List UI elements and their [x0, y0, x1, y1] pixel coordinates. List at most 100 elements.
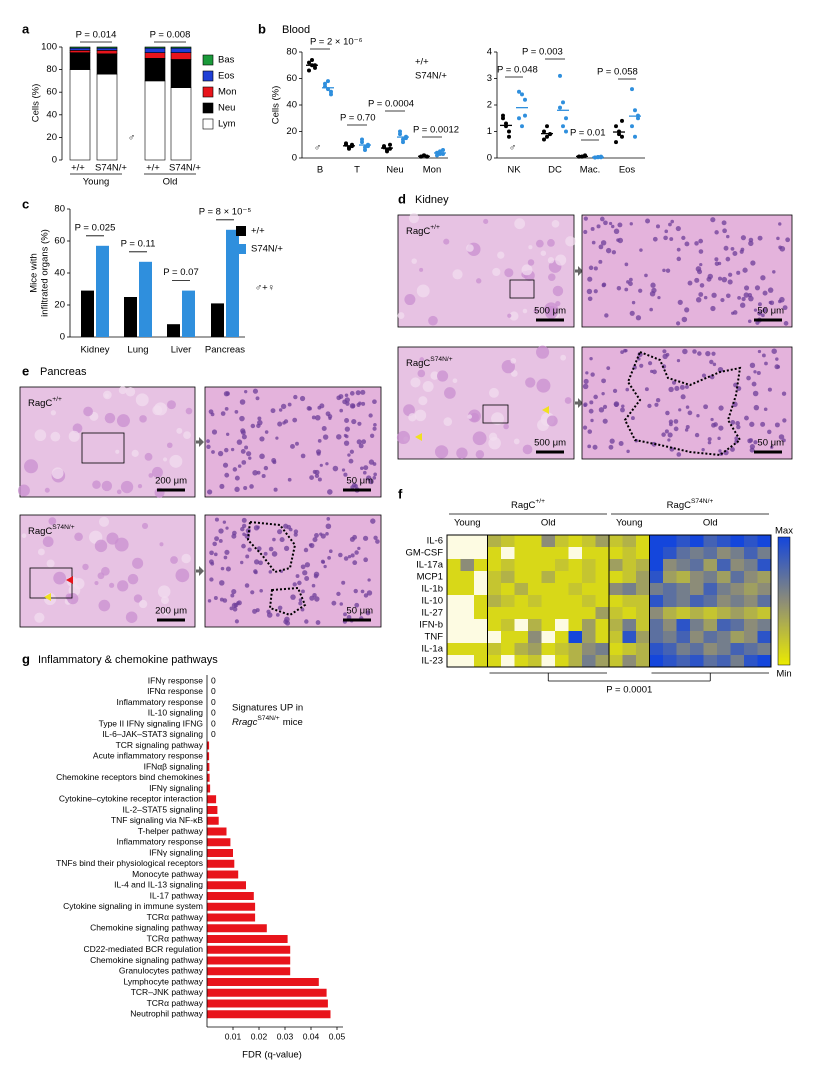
bar-segment	[170, 52, 192, 60]
tissue-spot	[163, 610, 169, 616]
nucleus	[323, 564, 327, 569]
heatmap-cell	[555, 535, 569, 548]
label-superscript: S74N/+	[691, 498, 713, 505]
heatmap-cell	[717, 619, 731, 632]
dot	[523, 113, 527, 118]
sex-symbol: ♂	[509, 143, 516, 154]
nucleus	[362, 535, 369, 541]
heatmap-cell	[744, 631, 758, 644]
scale-bar-label: 50 μm	[757, 306, 784, 317]
nucleus	[259, 589, 263, 593]
nucleus	[241, 543, 246, 549]
group-label: Old	[163, 177, 178, 188]
heatmap-cell	[474, 535, 488, 548]
tissue-spot	[185, 407, 193, 415]
nucleus	[620, 350, 624, 355]
dot	[363, 148, 367, 153]
heatmap-cell	[582, 655, 596, 668]
dot	[564, 116, 568, 121]
y-tick-label: 20	[46, 132, 57, 143]
nucleus	[327, 414, 333, 419]
nucleus	[222, 520, 227, 524]
tissue-spot	[72, 423, 83, 434]
heatmap-cell	[703, 619, 718, 632]
x-tick-label: Pancreas	[205, 345, 245, 356]
tissue-spot	[544, 302, 559, 317]
arrowhead	[542, 406, 549, 414]
nucleus	[760, 275, 766, 281]
heatmap-cell	[541, 655, 556, 668]
nucleus	[312, 592, 317, 598]
heatmap-cell	[568, 535, 583, 548]
dot	[398, 129, 402, 134]
heatmap-cell	[447, 535, 461, 548]
bar	[207, 956, 291, 965]
nucleus	[270, 408, 276, 414]
dot	[542, 129, 546, 134]
tissue-spot	[527, 259, 535, 266]
heatmap-cell	[528, 535, 542, 548]
heatmap-cell	[595, 595, 610, 608]
heatmap-cell	[744, 607, 758, 620]
nucleus	[639, 363, 644, 368]
nucleus	[771, 348, 777, 354]
heatmap-cell	[730, 607, 745, 620]
nucleus	[736, 424, 741, 430]
nucleus	[730, 420, 736, 425]
nucleus	[338, 394, 344, 399]
heatmap-cell	[703, 535, 718, 548]
nucleus	[372, 399, 377, 405]
heatmap-cell	[663, 631, 677, 644]
nucleus	[698, 249, 704, 254]
bar-segment	[144, 46, 166, 49]
label-base: RagC	[406, 226, 430, 237]
dot	[558, 73, 562, 78]
histology-image	[581, 346, 793, 460]
heatmap-cell	[717, 583, 731, 596]
bar	[207, 988, 327, 997]
tissue-spot	[104, 393, 109, 399]
genotype-label: RagC+/+	[406, 224, 440, 237]
nucleus	[692, 349, 697, 354]
heatmap-cell	[474, 631, 488, 644]
annotation-tail: mice	[283, 717, 303, 728]
nucleus	[664, 429, 669, 434]
tissue-spot	[139, 415, 147, 423]
nucleus	[649, 307, 653, 312]
heatmap-cell	[663, 535, 677, 548]
nucleus	[249, 484, 254, 489]
nucleus	[735, 421, 740, 426]
heatmap-cell	[744, 583, 758, 596]
inset-box	[509, 279, 535, 299]
nucleus	[209, 577, 214, 582]
x-tick-label: 0.05	[329, 1031, 346, 1041]
bar	[207, 859, 235, 868]
nucleus	[718, 425, 724, 431]
tissue-spot	[34, 429, 47, 442]
nucleus	[687, 410, 693, 416]
nucleus	[678, 408, 682, 412]
nucleus	[273, 487, 278, 492]
nucleus	[674, 385, 680, 391]
heatmap-cell	[690, 535, 704, 548]
heatmap-cell	[555, 547, 569, 560]
legend-label: S74N/+	[415, 71, 447, 82]
colorbar	[777, 536, 791, 666]
nucleus	[734, 436, 739, 441]
tissue-spot	[127, 573, 139, 585]
y-tick-label: IFNαβ signaling	[144, 761, 204, 771]
tissue-spot	[555, 254, 567, 266]
tissue-spot	[408, 213, 420, 224]
nucleus	[287, 477, 292, 482]
heatmap-cell	[690, 631, 704, 644]
dot	[561, 100, 565, 105]
nucleus	[207, 489, 213, 495]
label-superscript: +/+	[430, 224, 440, 231]
nucleus	[241, 460, 247, 465]
genotype-label: RagC+/+	[28, 396, 62, 409]
nucleus	[603, 220, 608, 226]
heatmap-cell	[568, 583, 583, 596]
heatmap-cell	[460, 535, 475, 548]
heatmap-cell	[690, 583, 704, 596]
legend-label: Mon	[218, 87, 236, 98]
